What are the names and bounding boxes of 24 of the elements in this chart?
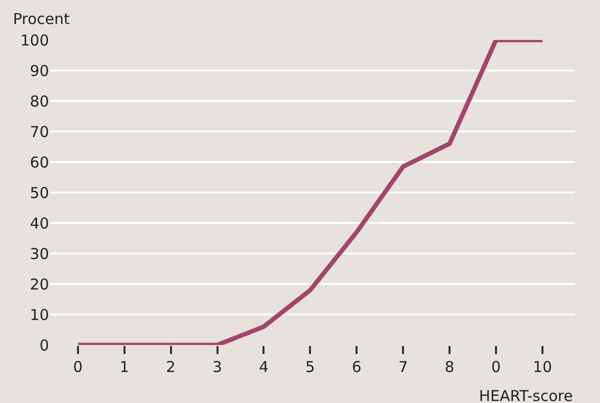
y-tick-label: 40 bbox=[30, 214, 49, 232]
y-tick-label: 80 bbox=[30, 92, 49, 110]
y-tick-label: 0 bbox=[39, 336, 49, 354]
y-tick-label: 100 bbox=[20, 31, 49, 50]
x-tick-label: 0 bbox=[491, 358, 501, 376]
x-tick-label: 7 bbox=[398, 358, 408, 376]
x-tick-label: 1 bbox=[120, 358, 130, 376]
y-tick-label: 90 bbox=[30, 62, 49, 80]
x-tick-label: 4 bbox=[258, 358, 268, 376]
y-tick-label: 30 bbox=[30, 244, 49, 263]
x-axis-title: HEART-score bbox=[479, 387, 573, 403]
y-tick-label: 10 bbox=[30, 306, 49, 324]
y-tick-label: 70 bbox=[30, 122, 49, 141]
y-tick-label: 20 bbox=[30, 275, 49, 294]
x-tick-label: 6 bbox=[352, 358, 362, 376]
x-tick-label: 10 bbox=[532, 358, 552, 376]
x-tick-label: 3 bbox=[212, 358, 222, 376]
x-tick-label: 2 bbox=[166, 358, 176, 376]
x-tick-label: 5 bbox=[305, 358, 315, 376]
y-axis-title: Procent bbox=[13, 10, 70, 28]
x-tick-label: 0 bbox=[73, 358, 83, 376]
y-tick-label: 50 bbox=[30, 184, 49, 202]
y-tick-label: 60 bbox=[30, 153, 49, 172]
x-tick-label: 8 bbox=[444, 358, 454, 376]
